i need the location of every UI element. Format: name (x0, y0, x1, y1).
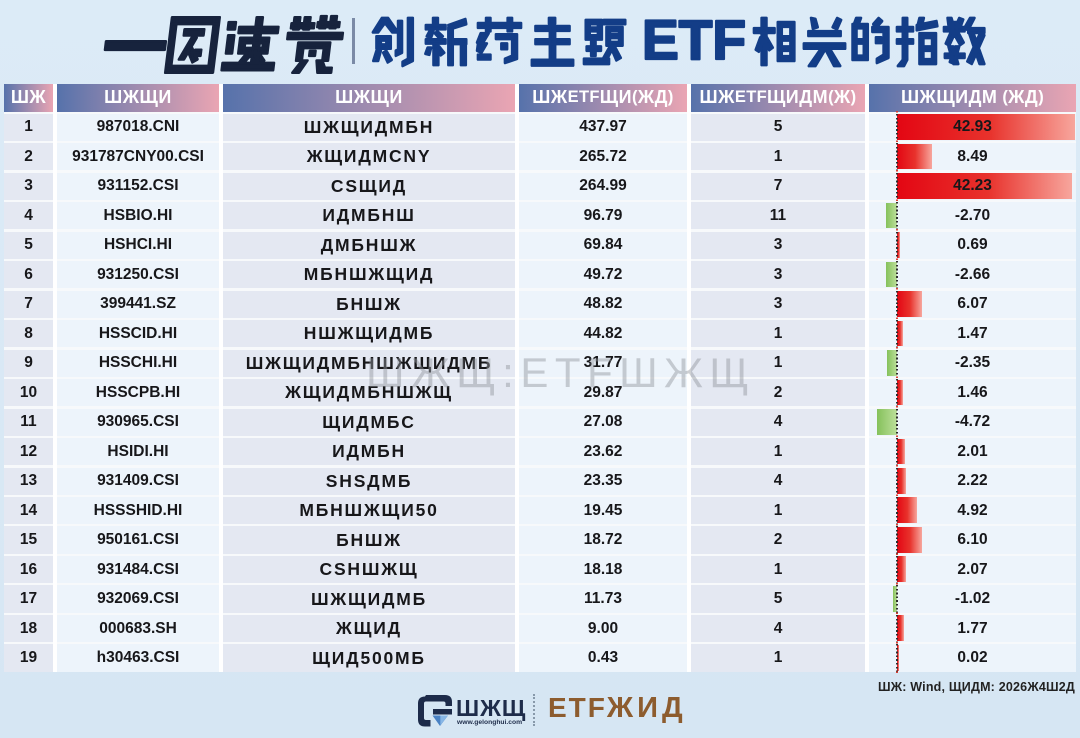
svg-text:ETF: ETF (642, 8, 746, 71)
